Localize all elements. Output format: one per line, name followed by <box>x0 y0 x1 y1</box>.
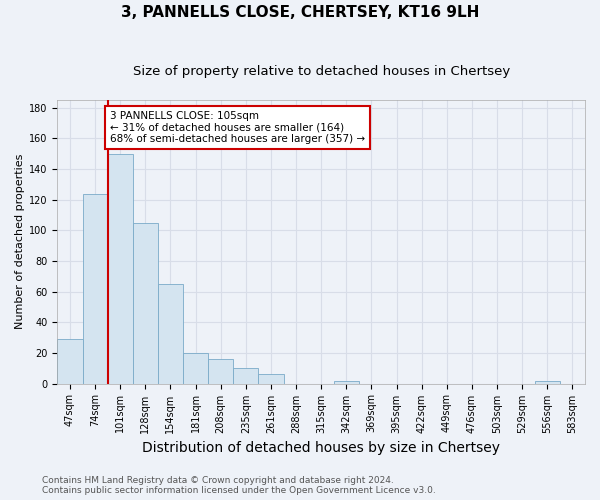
Bar <box>233 368 259 384</box>
Bar <box>83 194 107 384</box>
Bar <box>208 359 233 384</box>
Bar <box>183 353 208 384</box>
Bar <box>535 380 560 384</box>
Bar <box>259 374 284 384</box>
Y-axis label: Number of detached properties: Number of detached properties <box>15 154 25 330</box>
Bar <box>58 339 83 384</box>
Text: Contains HM Land Registry data © Crown copyright and database right 2024.
Contai: Contains HM Land Registry data © Crown c… <box>42 476 436 495</box>
Bar <box>107 154 133 384</box>
Text: 3, PANNELLS CLOSE, CHERTSEY, KT16 9LH: 3, PANNELLS CLOSE, CHERTSEY, KT16 9LH <box>121 5 479 20</box>
Text: 3 PANNELLS CLOSE: 105sqm
← 31% of detached houses are smaller (164)
68% of semi-: 3 PANNELLS CLOSE: 105sqm ← 31% of detach… <box>110 110 365 144</box>
Title: Size of property relative to detached houses in Chertsey: Size of property relative to detached ho… <box>133 65 510 78</box>
X-axis label: Distribution of detached houses by size in Chertsey: Distribution of detached houses by size … <box>142 441 500 455</box>
Bar <box>133 222 158 384</box>
Bar <box>334 380 359 384</box>
Bar <box>158 284 183 384</box>
